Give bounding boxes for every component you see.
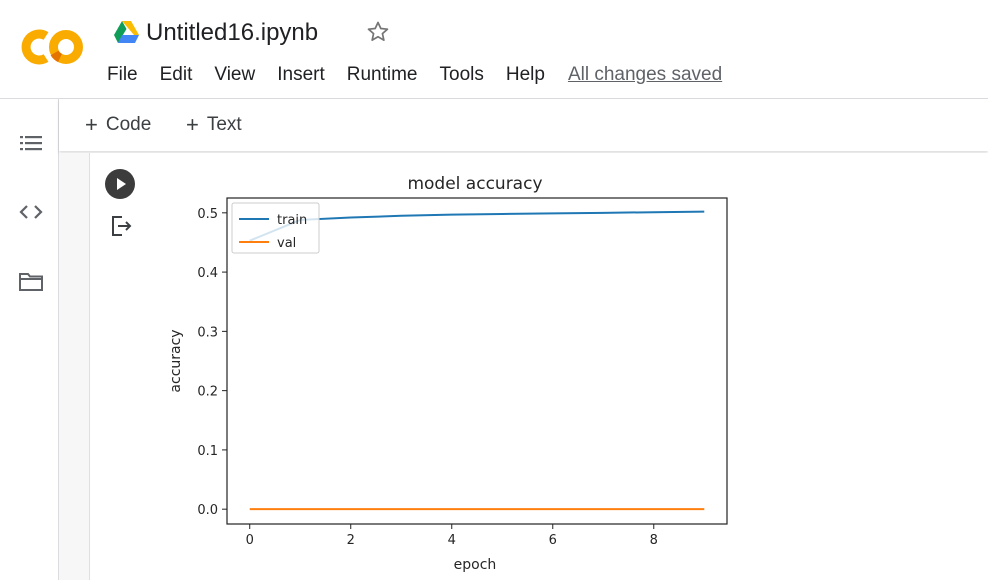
plus-icon: +: [85, 112, 98, 137]
code-snippets-icon[interactable]: [17, 198, 45, 226]
chart-title: model accuracy: [407, 174, 542, 194]
menu-edit[interactable]: Edit: [159, 64, 193, 85]
y-axis-label: accuracy: [168, 329, 184, 392]
notebook-toolbar: + Code + Text: [59, 99, 988, 151]
menu-insert[interactable]: Insert: [277, 64, 325, 85]
left-sidebar: [0, 99, 58, 580]
files-icon[interactable]: [17, 267, 45, 295]
google-drive-icon[interactable]: [114, 21, 139, 43]
add-code-cell-button[interactable]: + Code: [85, 113, 151, 137]
save-status-link[interactable]: All changes saved: [567, 64, 723, 85]
menu-view[interactable]: View: [214, 64, 256, 85]
menu-help[interactable]: Help: [505, 64, 545, 85]
add-code-label: Code: [105, 114, 152, 135]
sidebar-divider: [58, 99, 59, 580]
series-line-train: [249, 210, 705, 242]
header: [0, 0, 988, 99]
legend-box: [231, 202, 320, 254]
run-cell-button[interactable]: [105, 169, 135, 199]
legend-label-train: train: [277, 213, 307, 228]
x-tick-label: 4: [448, 533, 456, 548]
x-tick-label: 8: [650, 533, 658, 548]
x-tick-label: 6: [549, 533, 557, 548]
x-axis-label: epoch: [454, 557, 497, 573]
y-tick-label: 0.0: [197, 503, 218, 518]
y-tick-label: 0.2: [197, 385, 218, 400]
menu-file[interactable]: File: [107, 64, 138, 85]
menu-runtime[interactable]: Runtime: [346, 64, 418, 85]
add-text-label: Text: [206, 114, 242, 135]
menu-bar: File Edit View Insert Runtime Tools Help…: [96, 60, 722, 90]
y-tick-label: 0.4: [197, 266, 218, 281]
output-actions-icon[interactable]: [109, 213, 135, 239]
add-text-cell-button[interactable]: + Text: [186, 113, 242, 137]
table-of-contents-icon[interactable]: [17, 129, 45, 157]
menu-tools[interactable]: Tools: [439, 64, 484, 85]
accuracy-chart: model accuracy 0 2 4 6 8 0.0 0.1 0.2 0.3 0.4 0.5 tr…: [168, 174, 728, 573]
colab-logo-icon[interactable]: [20, 27, 86, 67]
plus-icon: +: [186, 112, 199, 137]
x-tick-label: 0: [246, 533, 254, 548]
y-tick-label: 0.5: [197, 207, 218, 222]
y-tick-label: 0.3: [197, 325, 218, 340]
notebook-title[interactable]: Untitled16.ipynb: [146, 19, 319, 46]
x-tick-label: 2: [347, 533, 355, 548]
legend-label-val: val: [277, 236, 296, 251]
y-tick-label: 0.1: [197, 444, 218, 459]
star-icon[interactable]: [365, 19, 391, 45]
play-icon: [117, 178, 126, 190]
header-divider: [0, 98, 988, 99]
